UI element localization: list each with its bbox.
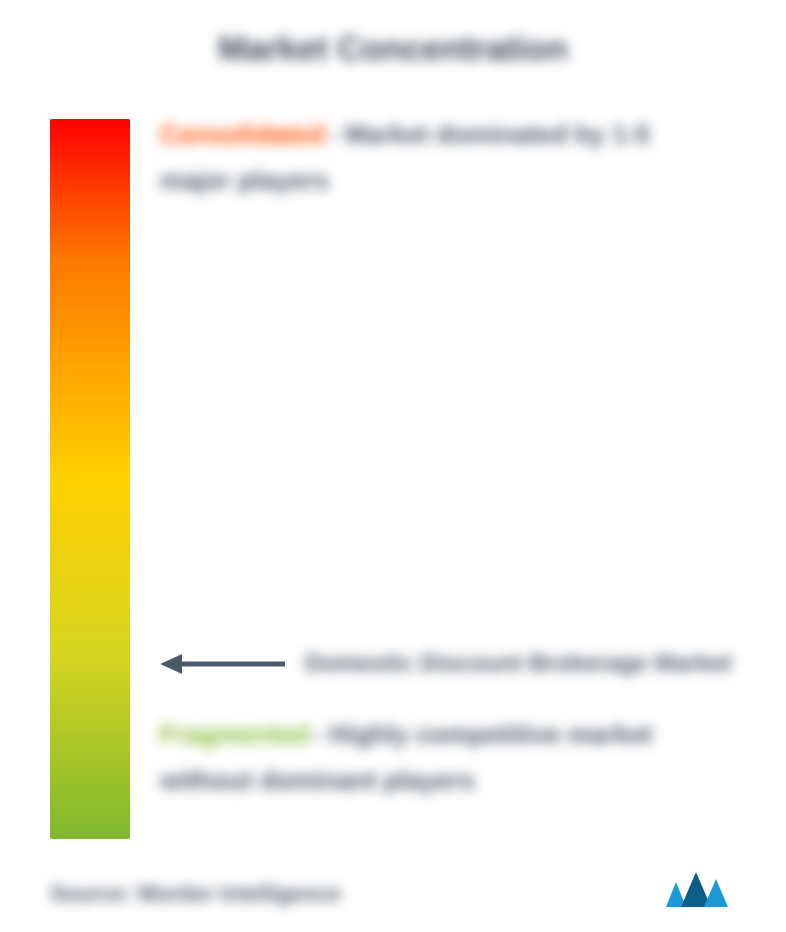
concentration-gradient-bar: [50, 119, 130, 839]
content-area: Consolidated - Market dominated by 1-5 m…: [50, 119, 736, 839]
consolidated-block: Consolidated - Market dominated by 1-5 m…: [160, 119, 736, 196]
descriptions-column: Consolidated - Market dominated by 1-5 m…: [160, 119, 736, 839]
consolidated-line2: major players: [160, 165, 736, 196]
arrow-market-label: Domestic Discount Brokerage Market: [305, 650, 732, 678]
consolidated-text: - Market dominated by 1-5: [329, 119, 650, 149]
arrow-left-icon: [160, 649, 290, 679]
fragmented-block: Fragmented - Highly competitive market w…: [160, 719, 736, 796]
chart-title: Market Concentration: [50, 30, 736, 69]
brand-logo-icon: [666, 867, 736, 912]
fragmented-text: - Highly competitive market: [313, 719, 653, 749]
fragmented-line2: without dominant players: [160, 765, 736, 796]
fragmented-label: Fragmented: [160, 719, 309, 749]
source-attribution: Source: Mordor Intelligence: [50, 881, 341, 907]
consolidated-label: Consolidated: [160, 119, 325, 149]
arrow-block: Domestic Discount Brokerage Market: [160, 649, 736, 679]
